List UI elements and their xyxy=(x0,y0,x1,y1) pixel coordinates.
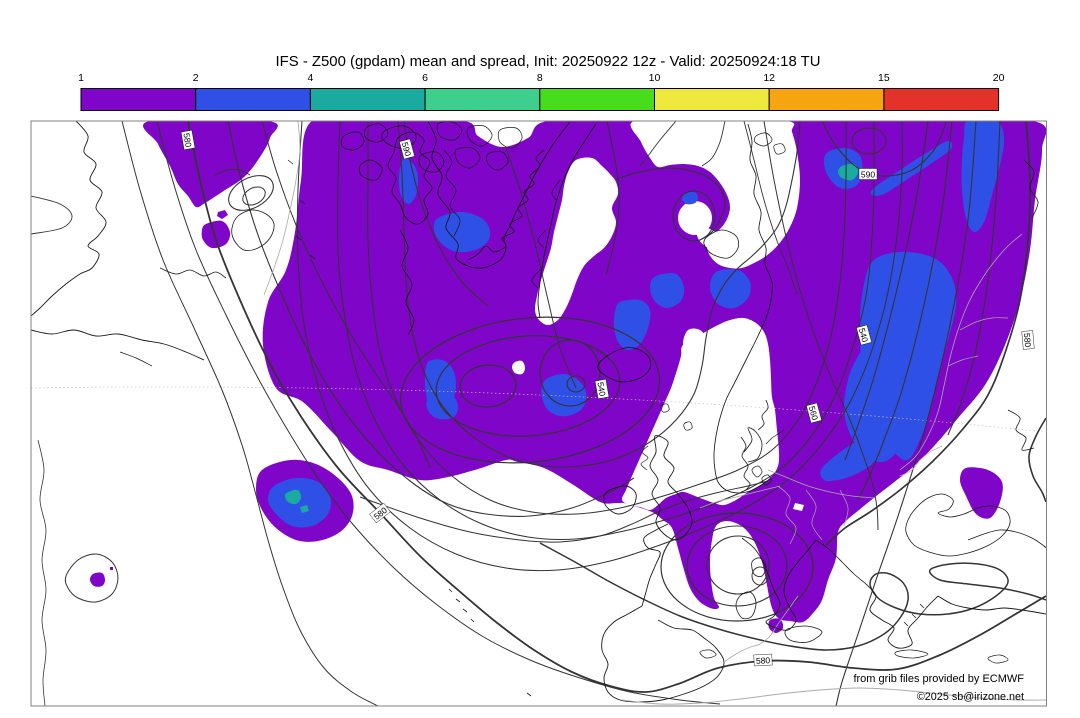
svg-text:580: 580 xyxy=(181,132,193,148)
svg-text:580: 580 xyxy=(756,655,771,666)
svg-text:6: 6 xyxy=(422,72,428,84)
svg-text:©2025 sb@irizone.net: ©2025 sb@irizone.net xyxy=(917,691,1024,703)
svg-text:from grib files provided by EC: from grib files provided by ECMWF xyxy=(853,673,1024,685)
svg-text:12: 12 xyxy=(763,72,775,84)
svg-text:IFS - Z500 (gpdam) mean and sp: IFS - Z500 (gpdam) mean and spread, Init… xyxy=(276,54,821,70)
svg-text:580: 580 xyxy=(1022,333,1033,348)
svg-text:15: 15 xyxy=(878,72,890,84)
svg-text:590: 590 xyxy=(861,170,875,180)
svg-text:540: 540 xyxy=(595,381,607,397)
svg-text:1: 1 xyxy=(78,72,84,84)
svg-text:20: 20 xyxy=(993,72,1005,84)
svg-text:540: 540 xyxy=(857,327,870,344)
svg-text:560: 560 xyxy=(807,405,820,422)
svg-text:2: 2 xyxy=(193,72,199,84)
svg-text:10: 10 xyxy=(649,72,661,84)
svg-text:4: 4 xyxy=(307,72,313,84)
svg-text:8: 8 xyxy=(537,72,543,84)
svg-text:590: 590 xyxy=(400,141,413,158)
